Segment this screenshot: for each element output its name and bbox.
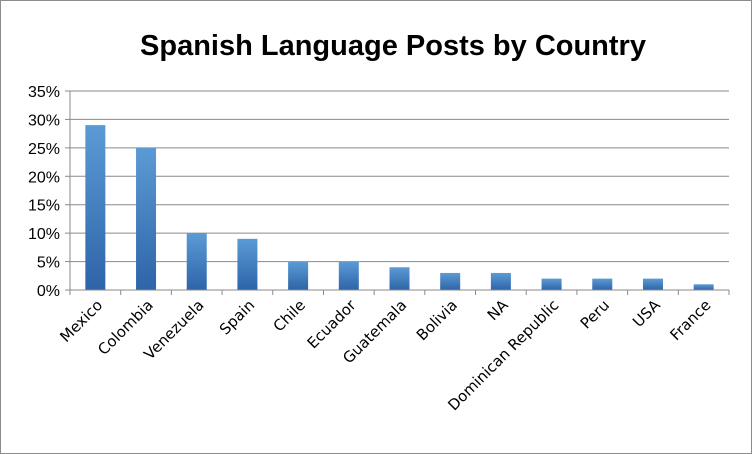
y-tick-label: 25% [28,141,60,158]
bar-chile [288,261,309,290]
y-tick-label: 10% [28,226,60,243]
bar-guatemala [389,267,410,290]
x-category-label: Spain [216,296,258,338]
gridlines [70,90,729,263]
bar-ecuador [338,261,359,290]
bars [85,125,714,290]
y-tick-label: 15% [28,198,60,215]
bar-bolivia [440,272,461,290]
x-category-label: Bolivia [413,296,461,344]
bar-dominican-republic [541,278,562,290]
x-category-label: Peru [577,296,613,332]
bar-venezuela [186,233,207,290]
y-tick-label: 30% [28,112,60,129]
y-tick-label: 35% [28,84,60,101]
x-category-label: Mexico [56,296,106,346]
x-category-label: NA [484,296,512,324]
y-tick-label: 20% [28,169,60,186]
bar-usa [642,278,663,290]
y-tick-label: 0% [37,283,60,300]
axes: 0% 5% 10% 15% 20% 25% 30% 35% [28,84,730,300]
x-category-label: USA [629,296,664,331]
y-tick-label: 5% [37,255,60,272]
bar-spain [237,238,258,290]
chart-title: Spanish Language Posts by Country [140,30,646,62]
bar-na [490,272,511,290]
bar-colombia [136,147,157,290]
bar-peru [592,278,613,290]
bar-france [693,284,714,290]
bar-mexico [85,125,106,290]
x-category-label: France [666,296,714,344]
x-category-label: Chile [270,296,309,335]
